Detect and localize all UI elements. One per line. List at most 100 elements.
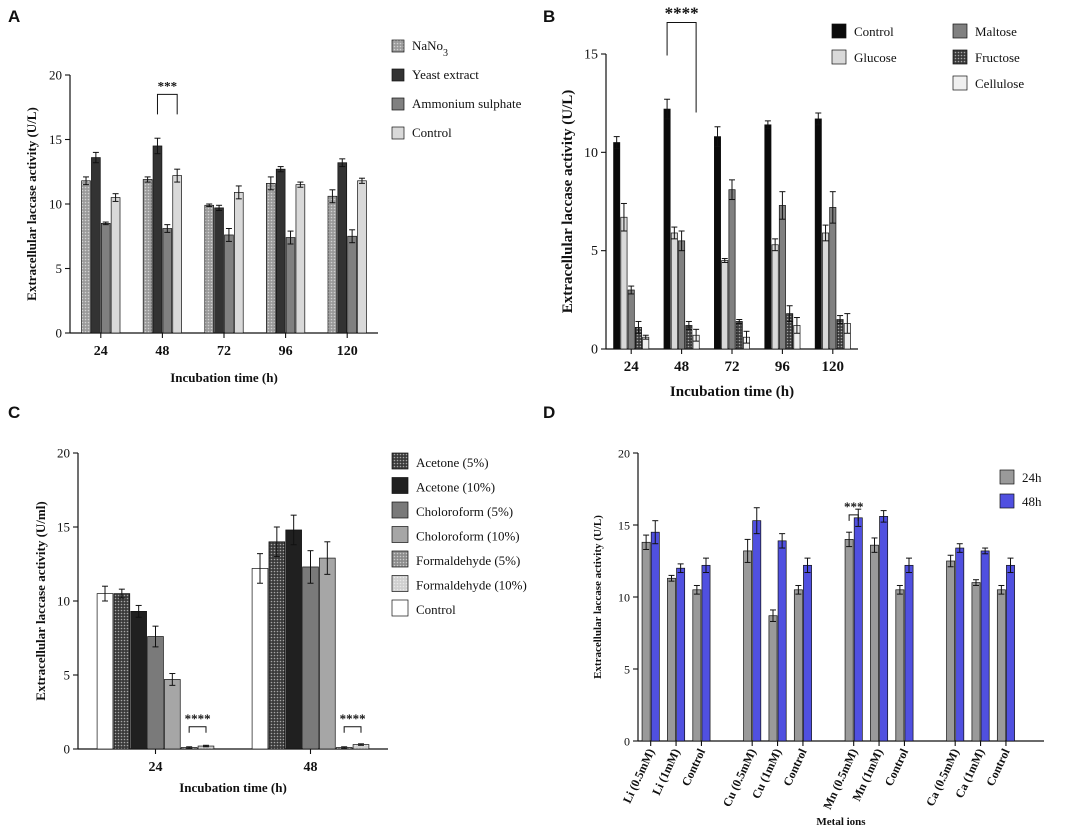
legend-swatch-cellulose xyxy=(952,75,968,91)
y-tick-label: 10 xyxy=(57,594,70,609)
y-tick-label: 20 xyxy=(57,446,70,461)
y-tick-label: 15 xyxy=(49,132,62,147)
bar-ammonium-sulphate-72 xyxy=(224,234,234,334)
bar-choloroform-10-48 xyxy=(319,557,336,750)
x-tick-label: Cu (0.5mM) xyxy=(720,746,759,809)
y-tick-label: 10 xyxy=(584,146,598,161)
y-tick-label: 15 xyxy=(57,520,70,535)
x-tick-label: Control xyxy=(679,746,709,789)
bar-acetone-5-48 xyxy=(268,541,286,750)
x-axis-title: Incubation time (h) xyxy=(670,384,794,400)
bar-maltose-96 xyxy=(778,205,786,350)
bar-48h-control xyxy=(803,564,812,742)
legend-label-choloroform-5: Choloroform (5%) xyxy=(416,504,513,519)
bar-control-72 xyxy=(234,192,244,334)
y-tick-label: 0 xyxy=(64,742,71,757)
legend-label-control: Control xyxy=(416,602,456,617)
bar-24h-control xyxy=(692,589,702,742)
legend-swatch-acetone-5 xyxy=(391,452,409,470)
legend-swatch-formaldehyde-5 xyxy=(391,550,409,568)
legend-swatch-choloroform-10 xyxy=(391,526,409,543)
x-tick-label: Control xyxy=(983,746,1013,789)
bar-24h-control xyxy=(793,589,803,742)
bar-48h-ca-0-5mm xyxy=(955,547,965,742)
y-axis-title: Extracellular laccase activity (U/ml) xyxy=(33,501,48,700)
legend-label-maltose: Maltose xyxy=(975,24,1017,39)
panel-letter: A xyxy=(8,7,20,26)
x-tick-label: Control xyxy=(780,746,810,789)
x-tick-label: 24 xyxy=(624,359,640,375)
y-tick-label: 10 xyxy=(49,197,62,212)
legend-label-48h: 48h xyxy=(1022,494,1042,509)
bar-yeast-extract-96 xyxy=(275,168,286,334)
bar-ammonium-sulphate-24 xyxy=(100,223,111,334)
bar-24h-cu-0-5mm xyxy=(743,550,753,742)
bar-48h-cu-0-5mm xyxy=(752,520,762,742)
x-axis-title: Metal ions xyxy=(816,816,866,828)
significance-label: *** xyxy=(158,78,178,93)
y-tick-label: 0 xyxy=(56,326,63,341)
bar-48h-mn-0-5mm xyxy=(853,517,863,742)
bar-24h-li-1mm xyxy=(667,577,676,742)
bar-nano3-72 xyxy=(204,204,214,334)
y-tick-label: 10 xyxy=(618,591,630,605)
x-tick-label: 120 xyxy=(337,344,358,359)
bar-control-24 xyxy=(110,197,121,334)
legend: 24h 48h xyxy=(999,469,1042,509)
bar-choloroform-10-24 xyxy=(164,679,181,750)
bar-fructose-72 xyxy=(735,321,743,350)
bar-glucose-120 xyxy=(822,232,830,350)
bar-maltose-120 xyxy=(829,207,837,350)
legend: Acetone (5%) Acetone (10%) Choloroform (5%… xyxy=(391,452,527,617)
bar-glucose-48 xyxy=(670,232,678,350)
legend-swatch-ammonium-sulphate xyxy=(391,97,405,111)
bar-24h-ca-0-5mm xyxy=(946,560,956,742)
legend-swatch-acetone-10 xyxy=(391,477,409,494)
panel-b: B 0 5 10 15 24 48 72 96 120 Incubation time (h) Ext… xyxy=(543,4,1024,400)
bar-nano3-24 xyxy=(81,180,91,334)
bar-maltose-24 xyxy=(627,289,635,350)
bar-48h-control xyxy=(904,564,914,742)
bar-glucose-24 xyxy=(620,216,628,350)
bar-24h-control xyxy=(996,589,1006,742)
x-tick-label: 48 xyxy=(304,760,318,775)
significance-bracket xyxy=(343,726,362,733)
bar-control-24 xyxy=(96,593,114,750)
x-tick-label: 72 xyxy=(725,359,740,375)
bar-control-120 xyxy=(357,180,367,334)
legend-label-formaldehyde-10: Formaldehyde (10%) xyxy=(416,578,527,593)
bar-ammonium-sulphate-48 xyxy=(162,228,173,334)
legend-label-ammonium-sulphate: Ammonium sulphate xyxy=(412,96,522,111)
bar-control-48 xyxy=(251,568,269,750)
legend-label-acetone-10: Acetone (10%) xyxy=(416,480,495,495)
legend-label-acetone-5: Acetone (5%) xyxy=(416,455,489,470)
y-axis-title: Extracellular laccase activity (U/L) xyxy=(24,107,39,301)
legend-swatch-24h xyxy=(999,469,1015,485)
y-tick-label: 5 xyxy=(624,663,630,677)
bar-yeast-extract-48 xyxy=(152,145,163,334)
bar-glucose-72 xyxy=(721,260,729,350)
x-tick-label: Ca (0.5mM) xyxy=(923,746,962,808)
y-axis-title: Extracellular laccase activity (U/L) xyxy=(560,90,576,313)
legend-swatch-control xyxy=(391,599,409,617)
y-axis-title: Extracellular laccase activity (U/L) xyxy=(592,515,604,679)
bar-24h-li-0-5mm xyxy=(641,541,651,742)
legend-label-formaldehyde-5: Formaldehyde (5%) xyxy=(416,553,520,568)
y-tick-label: 5 xyxy=(56,261,63,276)
bar-yeast-extract-72 xyxy=(214,207,224,334)
bar-control-96 xyxy=(764,124,772,350)
bar-ammonium-sulphate-120 xyxy=(347,235,357,334)
bar-nano3-48 xyxy=(142,179,153,334)
legend-label-nano3: NaNo3 xyxy=(412,38,448,59)
x-axis-title: Incubation time (h) xyxy=(179,780,287,795)
bar-yeast-extract-120 xyxy=(337,162,348,334)
panel-letter: D xyxy=(543,403,555,422)
bar-acetone-10-48 xyxy=(285,529,302,750)
bar-control-48 xyxy=(663,108,671,350)
bar-nano3-120 xyxy=(327,195,338,334)
bar-control-120 xyxy=(814,118,822,350)
bar-24h-control xyxy=(895,589,905,742)
significance-label: **** xyxy=(665,4,699,23)
y-tick-label: 20 xyxy=(49,68,62,83)
bar-control-48 xyxy=(172,175,182,334)
